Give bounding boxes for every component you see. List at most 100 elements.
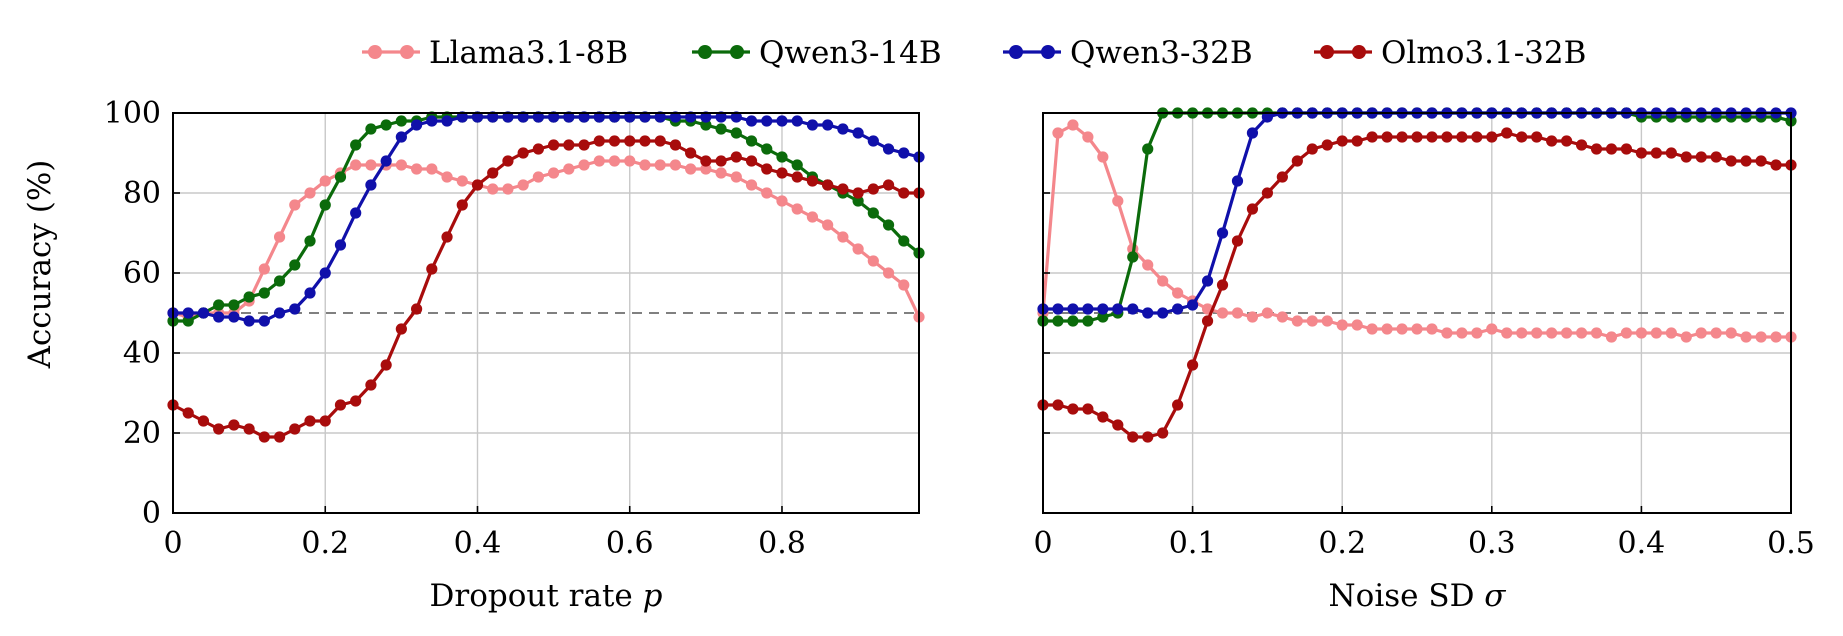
data-point	[1531, 327, 1543, 339]
data-point	[867, 183, 879, 195]
data-point	[1067, 403, 1079, 415]
legend-entry: Llama3.1-8B	[362, 35, 628, 71]
data-point	[426, 163, 438, 175]
data-point	[776, 195, 788, 207]
data-point	[1261, 187, 1273, 199]
data-point	[1575, 327, 1588, 339]
data-point	[1456, 327, 1468, 339]
data-point	[1157, 275, 1169, 287]
data-point	[806, 175, 819, 187]
data-point	[1142, 307, 1154, 319]
data-point	[273, 307, 286, 319]
data-point	[1725, 327, 1737, 339]
legend-entry: Olmo3.1-32B	[1314, 35, 1586, 71]
data-point	[350, 159, 362, 171]
data-point	[608, 135, 621, 147]
data-point	[380, 359, 392, 371]
data-point	[1620, 327, 1633, 339]
data-point	[1306, 315, 1318, 327]
plot-frame	[172, 112, 920, 514]
data-point	[1097, 411, 1109, 423]
data-point	[1486, 131, 1498, 143]
data-point	[426, 263, 438, 275]
data-point	[1710, 151, 1722, 163]
data-point	[334, 171, 347, 183]
data-point	[1501, 127, 1513, 139]
legend-marker	[730, 45, 744, 59]
data-point	[319, 267, 331, 279]
x-axis-title-noise: Noise SD σ	[1329, 578, 1507, 614]
data-point	[197, 415, 210, 427]
series-line	[1043, 111, 1791, 315]
data-point	[669, 111, 682, 123]
data-point	[608, 155, 621, 167]
x-tick-label: 0.3	[1468, 526, 1516, 561]
data-point	[776, 151, 788, 163]
data-point	[1426, 131, 1438, 143]
data-point	[882, 219, 895, 231]
data-point	[578, 139, 590, 151]
plot-frame	[1042, 112, 1792, 514]
data-point	[410, 303, 423, 315]
data-point	[730, 127, 742, 139]
data-point	[745, 155, 758, 167]
data-point	[1740, 331, 1752, 343]
x-axis-title-text: Noise SD	[1329, 578, 1485, 614]
data-point	[1052, 303, 1064, 315]
data-point	[1082, 315, 1094, 327]
legend-marker	[698, 45, 712, 59]
y-tick-label: 40	[123, 336, 161, 371]
data-point	[654, 111, 666, 123]
data-point	[426, 115, 438, 127]
data-point	[1321, 139, 1333, 151]
legend-marker	[368, 45, 382, 59]
data-point	[1695, 327, 1707, 339]
legend-entry: Qwen3-14B	[692, 35, 942, 71]
data-point	[258, 315, 270, 327]
data-point	[593, 155, 605, 167]
data-point	[1501, 327, 1513, 339]
data-point	[898, 279, 910, 291]
data-point	[1710, 327, 1722, 339]
data-point	[761, 115, 773, 127]
data-point	[563, 139, 575, 151]
data-point	[1082, 131, 1094, 143]
data-point	[243, 423, 255, 435]
data-point	[1127, 431, 1139, 443]
data-point	[517, 111, 529, 123]
data-point	[1665, 147, 1677, 159]
data-point	[1187, 359, 1199, 371]
data-point	[1456, 131, 1468, 143]
data-point	[1680, 331, 1692, 343]
data-point	[1097, 311, 1109, 323]
data-point	[228, 299, 240, 311]
data-point	[1097, 151, 1109, 163]
data-point	[1157, 427, 1169, 439]
data-point	[685, 147, 697, 159]
data-point	[1516, 131, 1528, 143]
data-point	[1486, 323, 1498, 335]
series-line	[1043, 111, 1792, 323]
data-point	[441, 231, 453, 243]
data-point	[624, 135, 636, 147]
data-point	[273, 431, 286, 443]
data-point	[700, 119, 712, 131]
data-point	[1620, 143, 1633, 155]
legend-label: Olmo3.1-32B	[1381, 35, 1586, 71]
data-point	[1650, 327, 1662, 339]
data-point	[761, 163, 773, 175]
data-point	[1546, 327, 1558, 339]
data-point	[837, 183, 849, 195]
data-point	[882, 267, 895, 279]
data-point	[350, 207, 362, 219]
data-point	[1590, 143, 1603, 155]
data-point	[1695, 151, 1707, 163]
data-point	[1441, 131, 1453, 143]
data-point	[1142, 143, 1154, 155]
legend-entry: Qwen3-32B	[1003, 35, 1253, 71]
data-point	[548, 167, 560, 179]
data-point	[456, 175, 468, 187]
data-point	[1067, 119, 1079, 131]
data-point	[365, 379, 377, 391]
data-point	[837, 231, 849, 243]
